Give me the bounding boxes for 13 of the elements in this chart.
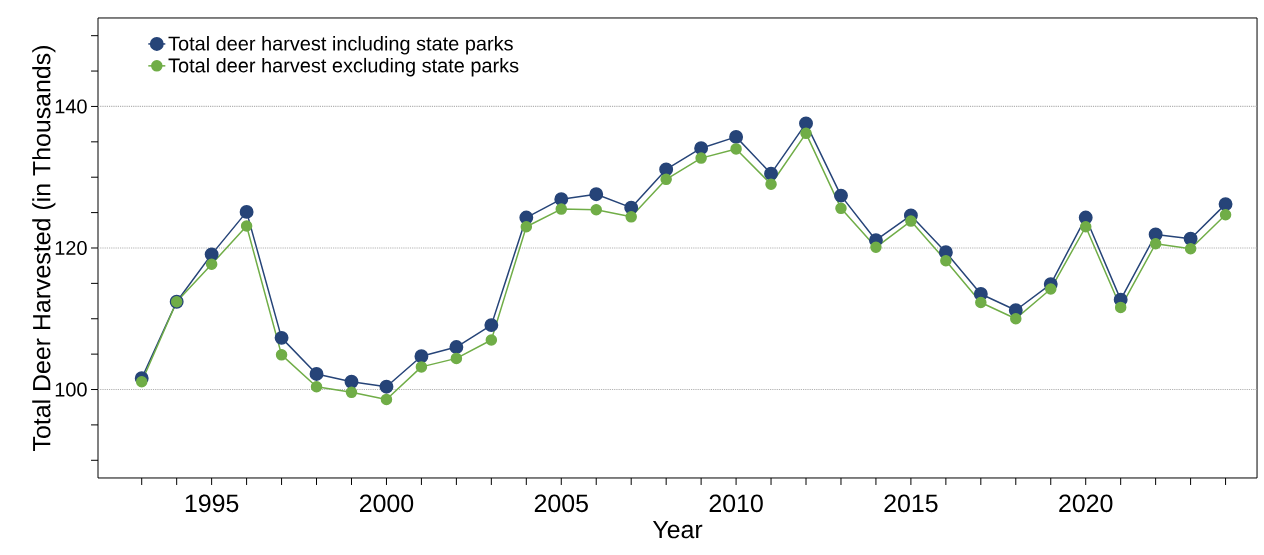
legend-label: Total deer harvest excluding state parks xyxy=(168,57,519,77)
x-axis-title: Year xyxy=(652,520,703,539)
x-tick-label: 2010 xyxy=(709,494,763,513)
x-tick-label: 1995 xyxy=(185,494,239,513)
y-axis-title: Total Deer Harvested (in Thousands) xyxy=(32,46,56,451)
y-tick-label: 120 xyxy=(55,240,87,256)
x-tick-label: 2005 xyxy=(534,494,588,513)
y-tick-label: 100 xyxy=(55,382,87,397)
x-tick-label: 2015 xyxy=(884,494,938,513)
legend-label: Total deer harvest including state parks xyxy=(168,35,513,55)
y-tick-label: 140 xyxy=(55,99,87,114)
x-tick-label: 2020 xyxy=(1059,494,1113,513)
x-tick-label: 2000 xyxy=(360,494,414,513)
